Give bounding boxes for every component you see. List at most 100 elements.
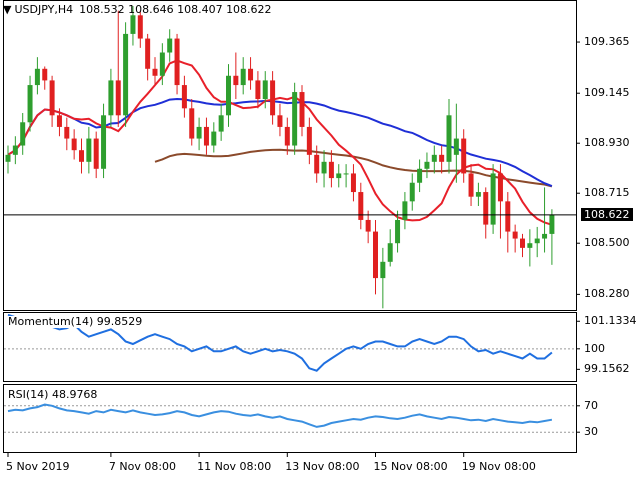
candle-body (93, 138, 99, 169)
candle-body (284, 126, 290, 146)
candle (34, 57, 40, 95)
candle (358, 182, 364, 230)
candle-body (505, 201, 511, 232)
candle (115, 10, 121, 127)
candle (42, 66, 48, 90)
candle (218, 103, 224, 141)
candle (123, 22, 129, 127)
candle (505, 192, 511, 253)
candle-body (395, 219, 401, 244)
rsi-tick-label: 70 (584, 398, 598, 412)
price-tick-label: 109.365 (584, 35, 630, 49)
candle (497, 164, 503, 239)
candle-body (446, 115, 452, 162)
time-tick-label: 15 Nov 08:00 (373, 460, 448, 473)
candle-body (497, 173, 503, 202)
candle-body (167, 38, 173, 53)
candle (468, 164, 474, 206)
candle (336, 164, 342, 188)
candle (270, 71, 276, 125)
momentum-title: Momentum(14) 99.8529 (8, 315, 143, 328)
candle-body (343, 173, 349, 175)
candle-body (542, 233, 548, 239)
candle (189, 99, 195, 146)
candle (417, 159, 423, 193)
candle-body (211, 131, 217, 146)
ohlc-readout: 108.532 108.646 108.407 108.622 (79, 3, 272, 16)
candle-body (314, 154, 320, 174)
candle (130, 6, 136, 46)
candle-body (5, 154, 11, 162)
candle-body (292, 92, 298, 146)
time-tick-label: 19 Nov 08:00 (461, 460, 536, 473)
candle (424, 152, 430, 179)
candle-body (490, 173, 496, 225)
candle-body (475, 192, 481, 197)
candle (446, 99, 452, 174)
candle (306, 117, 312, 165)
candle-body (159, 52, 165, 76)
chart-header: ▼ USDJPY,H4 108.532 108.646 108.407 108.62… (3, 4, 272, 16)
candle-body (350, 173, 356, 193)
candlestick-series (5, 6, 555, 309)
momentum-panel-frame (3, 312, 577, 382)
candle (255, 71, 261, 109)
candle (549, 209, 555, 265)
candle (233, 52, 239, 100)
candle-body (483, 192, 489, 225)
candle (475, 182, 481, 206)
candle (490, 164, 496, 234)
candle (64, 117, 70, 151)
axis-ticks (7, 41, 580, 457)
candle-body (181, 85, 187, 109)
candle-body (130, 15, 136, 34)
candle-body (453, 138, 459, 155)
candle-body (27, 85, 33, 123)
candle-body (270, 80, 276, 116)
candle (328, 150, 334, 188)
candle-body (387, 243, 393, 262)
candle (380, 247, 386, 309)
candle-body (321, 161, 327, 174)
collapse-triangle-icon[interactable]: ▼ (3, 3, 12, 16)
candle (314, 145, 320, 183)
candle-body (233, 75, 239, 86)
candle-body (226, 75, 231, 116)
candle-body (365, 219, 371, 232)
candle (534, 226, 540, 258)
candle-body (174, 38, 180, 86)
candle-body (71, 138, 77, 151)
candle (27, 75, 33, 132)
momentum-path (7, 313, 553, 372)
candle (512, 224, 518, 253)
candle (431, 145, 437, 174)
candle (86, 126, 92, 174)
candle (542, 187, 548, 253)
price-tick-label: 108.280 (584, 287, 630, 301)
candle (196, 117, 202, 151)
candle-body (123, 33, 129, 116)
candle (226, 64, 231, 127)
candle-body (137, 15, 143, 39)
candle (71, 129, 77, 160)
time-tick-label: 7 Nov 08:00 (108, 460, 177, 473)
candle (137, 10, 143, 48)
candle (262, 71, 268, 109)
candle (159, 43, 165, 86)
candle-body (115, 80, 121, 116)
rsi-path (7, 403, 553, 428)
candle (167, 29, 173, 62)
rsi-title: RSI(14) 48.9768 (8, 388, 98, 401)
candle-body (461, 138, 467, 174)
rsi-series (4, 403, 576, 433)
candle (20, 112, 26, 155)
candle-body (358, 192, 364, 220)
candle-body (42, 68, 48, 81)
candle-body (512, 231, 518, 239)
candle-body (277, 115, 283, 127)
time-tick-label: 13 Nov 08:00 (285, 460, 360, 473)
rsi-panel-frame (3, 384, 577, 453)
candle (5, 145, 11, 174)
price-tick-label: 108.500 (584, 236, 630, 250)
